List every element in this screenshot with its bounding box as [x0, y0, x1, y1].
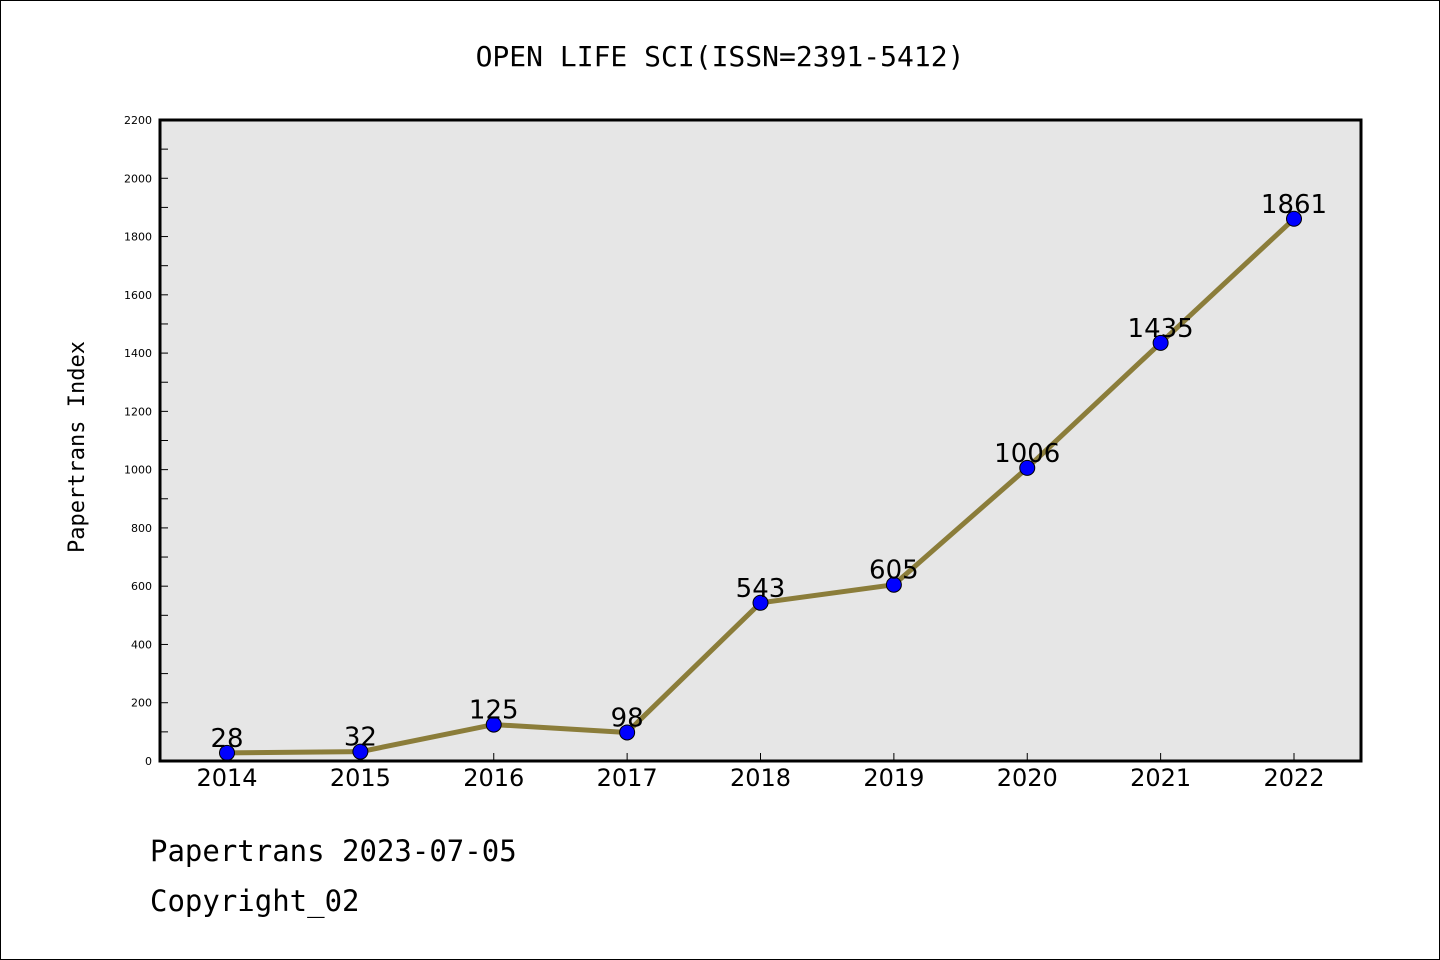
data-label: 28	[210, 724, 243, 754]
y-axis-label: Papertrans Index	[65, 341, 90, 553]
data-label: 125	[469, 696, 519, 726]
plot-area	[160, 120, 1361, 761]
data-label: 32	[344, 723, 377, 753]
y-tick-label: 0	[145, 755, 152, 768]
data-point-marker	[1152, 334, 1169, 351]
footer-copyright-text: Copyright_02	[150, 884, 360, 918]
y-tick-label: 2000	[124, 172, 152, 185]
series-markers-group	[219, 210, 1302, 761]
data-point-marker	[352, 743, 369, 760]
y-tick-label: 2200	[124, 114, 152, 127]
data-label: 1006	[994, 439, 1060, 469]
x-tick-label: 2017	[597, 764, 658, 792]
data-label: 543	[736, 574, 786, 604]
data-point-marker	[619, 724, 636, 741]
plot-border	[158, 118, 1363, 763]
data-point-marker	[485, 716, 502, 733]
x-tick-label: 2020	[997, 764, 1058, 792]
data-point-marker	[1286, 210, 1302, 227]
data-point-marker	[1019, 459, 1036, 476]
x-tick-label: 2019	[863, 764, 924, 792]
y-tick-label: 1800	[124, 231, 152, 244]
data-point-marker	[885, 576, 902, 593]
x-tick-label: 2015	[330, 764, 391, 792]
data-label: 605	[869, 556, 919, 586]
x-axis: 2014 2015 2016 2017 2018 2019 2020 2021 2022	[196, 753, 1325, 792]
data-label: 1861	[1261, 190, 1327, 220]
x-tick-label: 2022	[1263, 764, 1324, 792]
y-tick-label: 1000	[124, 464, 152, 477]
x-tick-label: 2016	[463, 764, 524, 792]
x-tick-label: 2018	[730, 764, 791, 792]
data-label: 1435	[1128, 314, 1194, 344]
y-tick-label: 1600	[124, 289, 152, 302]
y-tick-label: 600	[131, 580, 152, 593]
x-tick-label: 2021	[1130, 764, 1191, 792]
y-tick-label: 1200	[124, 405, 152, 418]
y-tick-label: 1400	[124, 347, 152, 360]
y-axis: 0 200 400 600 800 1000 1200 1400 1600 1800 2000 220…	[124, 114, 168, 768]
data-labels-group: 28 32 125 98 543 605 1006 1435 1861	[210, 190, 1327, 754]
x-tick-label: 2014	[196, 764, 257, 792]
y-tick-label: 200	[131, 697, 152, 710]
chart-title: OPEN LIFE SCI(ISSN=2391-5412)	[476, 40, 965, 73]
data-point-marker	[752, 594, 769, 611]
footer-date-text: Papertrans 2023-07-05	[150, 834, 517, 868]
y-tick-label: 400	[131, 638, 152, 651]
y-tick-label: 800	[131, 522, 152, 535]
data-label: 98	[611, 703, 644, 733]
